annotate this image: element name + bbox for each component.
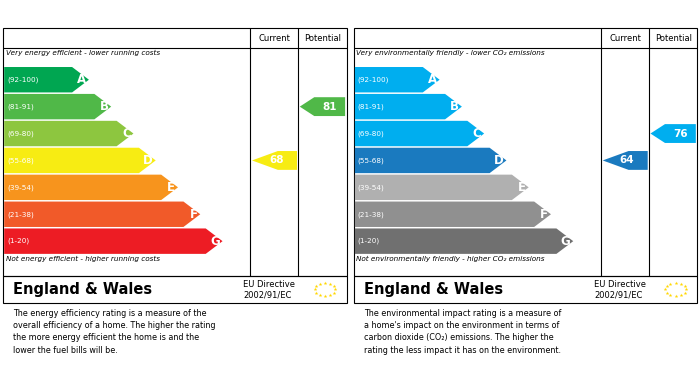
Text: (39-54): (39-54) xyxy=(7,184,34,190)
Text: Current: Current xyxy=(258,34,290,43)
Text: A: A xyxy=(428,73,437,86)
Text: Current: Current xyxy=(609,34,641,43)
Text: D: D xyxy=(494,154,504,167)
Text: (1-20): (1-20) xyxy=(358,238,379,244)
Text: (92-100): (92-100) xyxy=(358,77,389,83)
Text: B: B xyxy=(99,100,108,113)
Polygon shape xyxy=(355,175,528,200)
Text: EU Directive
2002/91/EC: EU Directive 2002/91/EC xyxy=(244,280,295,299)
Text: (69-80): (69-80) xyxy=(7,130,34,137)
Text: B: B xyxy=(450,100,459,113)
Polygon shape xyxy=(4,148,155,173)
Text: 68: 68 xyxy=(269,156,284,165)
Text: (81-91): (81-91) xyxy=(358,103,384,110)
Text: Very energy efficient - lower running costs: Very energy efficient - lower running co… xyxy=(6,50,160,56)
Text: 76: 76 xyxy=(673,129,687,138)
Text: F: F xyxy=(190,208,197,221)
Text: D: D xyxy=(144,154,153,167)
Text: F: F xyxy=(540,208,548,221)
Text: (55-68): (55-68) xyxy=(7,157,34,164)
Text: The energy efficiency rating is a measure of the
overall efficiency of a home. T: The energy efficiency rating is a measur… xyxy=(13,309,216,355)
Text: G: G xyxy=(210,235,220,248)
Text: Very environmentally friendly - lower CO₂ emissions: Very environmentally friendly - lower CO… xyxy=(356,50,545,56)
Text: Not environmentally friendly - higher CO₂ emissions: Not environmentally friendly - higher CO… xyxy=(356,256,545,262)
Polygon shape xyxy=(603,151,648,170)
Text: Environmental Impact (CO₂) Rating: Environmental Impact (CO₂) Rating xyxy=(362,7,594,21)
Text: EU Directive
2002/91/EC: EU Directive 2002/91/EC xyxy=(594,280,646,299)
Text: A: A xyxy=(77,73,86,86)
Polygon shape xyxy=(4,228,223,254)
Text: Not energy efficient - higher running costs: Not energy efficient - higher running co… xyxy=(6,256,160,262)
Polygon shape xyxy=(650,124,696,143)
Text: Energy Efficiency Rating: Energy Efficiency Rating xyxy=(11,7,174,21)
Text: 81: 81 xyxy=(323,102,337,111)
Text: (39-54): (39-54) xyxy=(358,184,384,190)
Text: England & Wales: England & Wales xyxy=(364,282,503,297)
Text: Potential: Potential xyxy=(304,34,341,43)
Text: E: E xyxy=(167,181,175,194)
Polygon shape xyxy=(4,175,178,200)
Polygon shape xyxy=(355,94,462,119)
Polygon shape xyxy=(252,151,297,170)
Polygon shape xyxy=(4,201,200,227)
Text: (69-80): (69-80) xyxy=(358,130,384,137)
Text: (1-20): (1-20) xyxy=(7,238,29,244)
Text: England & Wales: England & Wales xyxy=(13,282,152,297)
Text: (81-91): (81-91) xyxy=(7,103,34,110)
Text: Potential: Potential xyxy=(654,34,692,43)
Text: C: C xyxy=(473,127,482,140)
Text: (21-38): (21-38) xyxy=(7,211,34,217)
Polygon shape xyxy=(355,121,484,146)
Text: C: C xyxy=(122,127,131,140)
Text: The environmental impact rating is a measure of
a home's impact on the environme: The environmental impact rating is a mea… xyxy=(364,309,561,355)
Polygon shape xyxy=(355,201,551,227)
Text: G: G xyxy=(561,235,570,248)
Text: E: E xyxy=(518,181,526,194)
Polygon shape xyxy=(300,97,345,116)
Text: (92-100): (92-100) xyxy=(7,77,38,83)
Polygon shape xyxy=(4,67,89,92)
Text: (21-38): (21-38) xyxy=(358,211,384,217)
Polygon shape xyxy=(355,67,440,92)
Polygon shape xyxy=(4,94,111,119)
Polygon shape xyxy=(355,148,506,173)
Text: (55-68): (55-68) xyxy=(358,157,384,164)
Polygon shape xyxy=(355,228,573,254)
Polygon shape xyxy=(4,121,134,146)
Text: 64: 64 xyxy=(620,156,634,165)
